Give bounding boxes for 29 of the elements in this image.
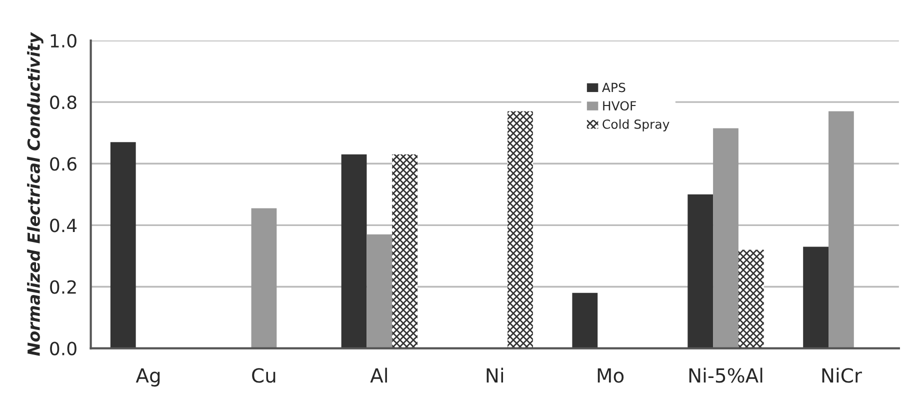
y-tick-label: 0.2 <box>50 280 76 294</box>
x-tick-label: NiCr <box>822 368 862 383</box>
x-tick-label: Mo <box>598 368 624 383</box>
bar <box>828 111 854 348</box>
bar <box>572 292 598 348</box>
x-tick-label: Ni-5%Al <box>689 368 762 383</box>
bar <box>110 142 136 348</box>
x-tick-label: Cu <box>252 368 276 383</box>
bar <box>738 250 764 348</box>
y-tick-label: 1.0 <box>50 34 76 48</box>
legend-label: Cold Spray <box>602 119 670 132</box>
bar <box>508 111 533 348</box>
x-tick-label: Ag <box>136 368 160 387</box>
legend-label: HVOF <box>603 101 636 111</box>
bar <box>251 208 277 348</box>
bar <box>713 128 738 348</box>
y-tick-label: 0.6 <box>50 157 76 171</box>
bar <box>803 246 828 348</box>
bar <box>392 154 418 348</box>
y-axis-title: Normalized Electrical Conductivity <box>27 32 44 356</box>
legend-label: APS <box>602 82 626 92</box>
y-tick-label: 0.4 <box>50 218 77 232</box>
bar <box>366 234 392 348</box>
y-tick-label: 0.8 <box>50 96 76 110</box>
x-tick-label: Al <box>370 368 387 383</box>
x-tick-label: Ni <box>486 368 504 383</box>
y-tick-label: 0.0 <box>50 342 76 356</box>
bar <box>688 194 714 348</box>
bar <box>341 154 367 348</box>
